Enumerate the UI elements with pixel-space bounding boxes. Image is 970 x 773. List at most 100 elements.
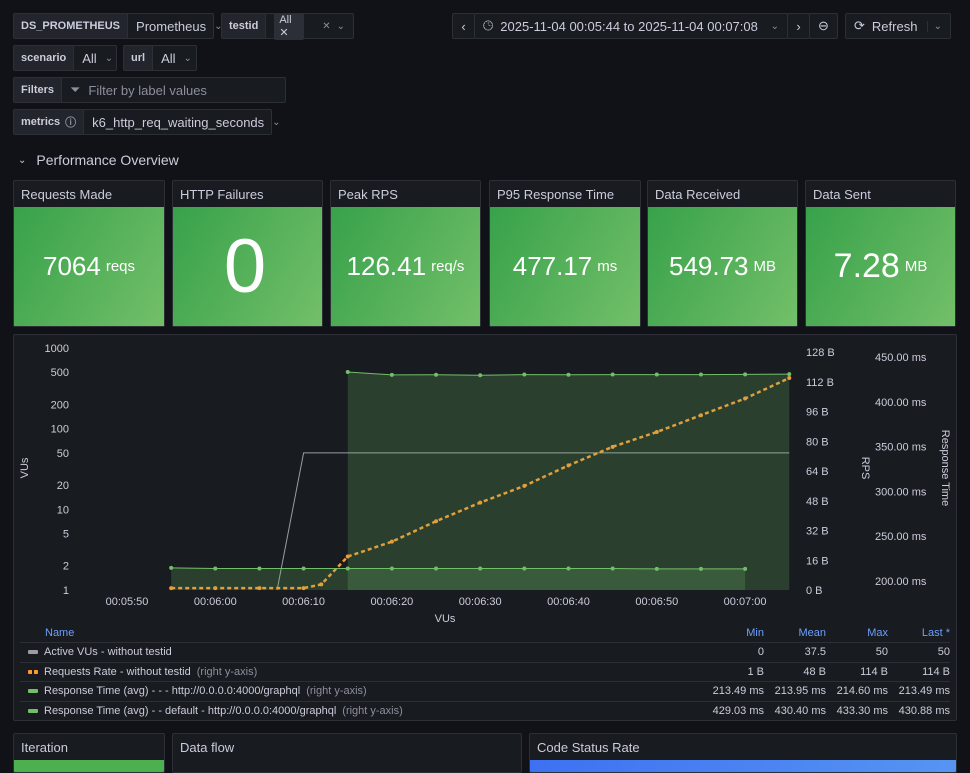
stat-panel: P95 Response Time 477.17 ms xyxy=(489,180,641,327)
data-point xyxy=(522,372,527,377)
panel-title: Data flow xyxy=(180,740,235,755)
left-axis-tick: 1000 xyxy=(45,343,69,355)
rt-axis-tick: 250.00 ms xyxy=(875,531,927,543)
refresh-button[interactable]: ⟳ Refresh ⌄ xyxy=(845,13,951,39)
scenario-select[interactable]: All ⌄ xyxy=(74,46,121,70)
zoom-out-button[interactable]: ⊖ xyxy=(809,13,838,39)
legend-max: 114 B xyxy=(860,665,888,678)
data-point xyxy=(610,372,615,377)
close-icon[interactable]: ✕ xyxy=(279,26,289,39)
panel-title: Iteration xyxy=(21,740,68,755)
row-header[interactable]: ⌄ Performance Overview xyxy=(18,152,179,168)
code-status-rate-panel: Code Status Rate xyxy=(529,733,957,773)
data-point xyxy=(698,372,703,377)
stat-panel: Requests Made 7064 reqs xyxy=(13,180,165,327)
data-point xyxy=(345,369,350,374)
left-axis-tick: 1 xyxy=(63,585,69,597)
stat-value-box: 549.73 MB xyxy=(648,207,797,326)
chevron-down-icon: ⌄ xyxy=(104,52,114,64)
data-point xyxy=(566,566,571,571)
data-point xyxy=(610,566,615,571)
data-point xyxy=(698,413,703,418)
filters-variable: Filters ⏷ Filter by label values xyxy=(13,77,286,103)
iteration-panel: Iteration xyxy=(13,733,165,773)
left-axis-tick: 10 xyxy=(57,504,69,516)
x-axis-tick: 00:06:40 xyxy=(547,596,590,608)
stat-unit: reqs xyxy=(105,258,136,275)
data-point xyxy=(654,429,659,434)
time-range-picker[interactable]: 🕒︎ 2025-11-04 00:05:44 to 2025-11-04 00:0… xyxy=(474,13,788,39)
time-back-button[interactable]: ‹ xyxy=(452,13,475,39)
chevron-down-icon[interactable]: ⌄ xyxy=(926,20,942,32)
left-axis-tick: 100 xyxy=(51,424,69,436)
filter-icon: ⏷ xyxy=(70,82,81,97)
series-line xyxy=(276,452,790,591)
chip-label: All xyxy=(279,13,292,26)
testid-label: testid xyxy=(222,14,267,38)
data-point xyxy=(478,373,483,378)
ds-select[interactable]: Prometheus ⌄ xyxy=(128,14,230,38)
left-axis-tick: 5 xyxy=(63,529,69,541)
chevron-down-icon: ⌄ xyxy=(272,116,281,128)
data-point xyxy=(301,586,306,591)
refresh-label: Refresh xyxy=(871,18,918,34)
testid-select[interactable]: All ✕ ✕ ⌄ xyxy=(266,12,353,40)
legend-min: 1 B xyxy=(747,665,764,678)
metrics-select[interactable]: k6_http_req_waiting_seconds ⌄ xyxy=(84,110,288,134)
testid-chip[interactable]: All ✕ xyxy=(274,12,305,40)
rt-axis-tick: 300.00 ms xyxy=(875,486,927,498)
rps-axis-tick: 96 B xyxy=(806,407,829,419)
metrics-label: metrics ⓘ xyxy=(14,110,85,134)
left-axis-label: VUs xyxy=(19,457,31,478)
legend-col-header[interactable]: Last * xyxy=(921,626,950,639)
data-point xyxy=(169,586,174,591)
data-point xyxy=(610,444,615,449)
url-label: url xyxy=(124,46,154,70)
legend-max: 214.60 ms xyxy=(836,685,888,697)
data-point xyxy=(787,376,792,381)
stat-value-box: 7.28 MB xyxy=(806,207,955,326)
legend-col-name[interactable]: Name xyxy=(45,626,75,639)
time-forward-button[interactable]: › xyxy=(787,13,810,39)
data-point xyxy=(213,586,218,591)
legend-col-header[interactable]: Mean xyxy=(798,626,826,639)
legend-col-header[interactable]: Max xyxy=(867,626,888,639)
legend-row[interactable]: Response Time (avg) - - default - http:/… xyxy=(20,700,950,720)
legend-last: 114 B xyxy=(922,665,950,678)
legend-row[interactable]: Response Time (avg) - - - http://0.0.0.0… xyxy=(20,681,950,700)
legend-col-header[interactable]: Min xyxy=(746,626,764,639)
stat-value: 477.17 xyxy=(512,251,593,281)
data-point xyxy=(319,582,324,587)
data-point xyxy=(345,566,350,571)
stat-value-box: 7064 reqs xyxy=(14,207,164,326)
scenario-label: scenario xyxy=(14,46,75,70)
data-point xyxy=(389,372,394,377)
legend-row[interactable]: Active VUs - without testid 0 37.5 50 50 xyxy=(20,642,950,661)
data-point xyxy=(345,554,350,559)
url-select[interactable]: All ⌄ xyxy=(153,46,200,70)
scenario-value: All xyxy=(82,50,97,66)
data-point xyxy=(213,566,218,571)
panel-title: Requests Made xyxy=(21,187,113,202)
legend-mean: 213.95 ms xyxy=(774,685,826,697)
filters-input[interactable]: ⏷ Filter by label values xyxy=(62,78,285,102)
data-point xyxy=(301,566,306,571)
data-point xyxy=(434,566,439,571)
chevron-down-icon: ⌄ xyxy=(336,20,345,32)
legend-row[interactable]: Requests Rate - without testid (right y-a… xyxy=(20,661,950,681)
series-name: Response Time (avg) - - default - http:/… xyxy=(44,704,337,717)
info-icon[interactable]: ⓘ xyxy=(65,117,77,129)
rt-axis-tick: 400.00 ms xyxy=(875,397,927,409)
stat-value-box: 477.17 ms xyxy=(490,207,640,326)
stat-unit: MB xyxy=(904,258,928,275)
stat-panel: Data Received 549.73 MB xyxy=(647,180,798,327)
clock-icon: 🕒︎ xyxy=(483,18,494,33)
datasource-variable: DS_PROMETHEUS Prometheus ⌄ xyxy=(13,13,223,39)
x-axis-tick: 00:05:50 xyxy=(106,596,149,608)
scenario-variable: scenario All ⌄ xyxy=(13,45,117,71)
x-axis-tick: 00:06:10 xyxy=(282,596,325,608)
data-point xyxy=(478,500,483,505)
series-name: Active VUs - without testid xyxy=(44,646,172,658)
stat-value-box: 0 xyxy=(173,207,322,326)
clear-icon[interactable]: ✕ xyxy=(322,20,331,32)
